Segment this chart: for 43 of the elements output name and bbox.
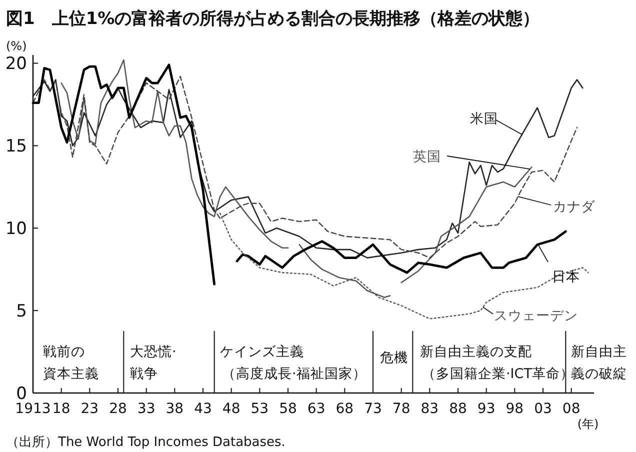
x-tick-label: 93 [477, 401, 496, 417]
y-axis-title: (%) [6, 39, 27, 53]
series-label: カナダ [553, 199, 596, 215]
annotation: 資本主義 [43, 366, 99, 382]
y-tick-label: 5 [16, 302, 27, 322]
x-tick-label: 73 [364, 401, 382, 417]
x-tick-label: 43 [194, 401, 212, 417]
annotation: 戦争 [130, 366, 158, 382]
text: （出所）The World Top Incomes Databases. [6, 435, 286, 450]
x-tick-label: 38 [166, 401, 184, 417]
annotation: 新自由主義の支配 [420, 344, 532, 360]
x-tick-label: 33 [137, 401, 156, 417]
x-tick-label: 88 [449, 401, 467, 417]
x-tick-label: 78 [392, 401, 410, 417]
annotation: 大恐慌· [130, 344, 176, 360]
x-tick-label: 48 [222, 401, 240, 417]
y-tick-label: 15 [5, 136, 27, 157]
x-tick-label: 83 [420, 401, 439, 417]
x-tick-label: 68 [336, 401, 354, 417]
annotation: （高度成長·福祉国家） [222, 366, 366, 382]
x-tick-label: 28 [109, 401, 127, 417]
x-tick-label: 1913 [15, 401, 51, 417]
series-label: 米国 [470, 111, 498, 127]
annotation: ケインズ主義 [220, 344, 304, 360]
series-label: スウェーデン [494, 308, 578, 324]
x-axis-title: (年) [577, 417, 599, 431]
annotation: 危機 [380, 350, 408, 366]
x-tick-label: 03 [534, 401, 552, 417]
x-tick-label: 98 [506, 401, 524, 417]
chart-title: 図1 上位1%の富裕者の所得が占める割合の長期推移（格差の状態） [6, 9, 540, 29]
x-tick-label: 63 [307, 401, 326, 417]
text: 英国 [413, 149, 441, 165]
annotation: 戦前の [43, 344, 85, 360]
x-tick-label: 08 [562, 401, 580, 417]
y-tick-label: 20 [5, 54, 27, 74]
x-tick-label: 23 [80, 401, 99, 417]
x-tick-label: 58 [279, 401, 297, 417]
x-tick-label: 53 [250, 401, 269, 417]
text: 日本 [552, 269, 580, 285]
x-tick-label: 18 [52, 401, 70, 417]
y-tick-label: 0 [16, 384, 27, 404]
annotation: 新自由主 [571, 344, 627, 360]
y-tick-label: 10 [5, 219, 27, 240]
